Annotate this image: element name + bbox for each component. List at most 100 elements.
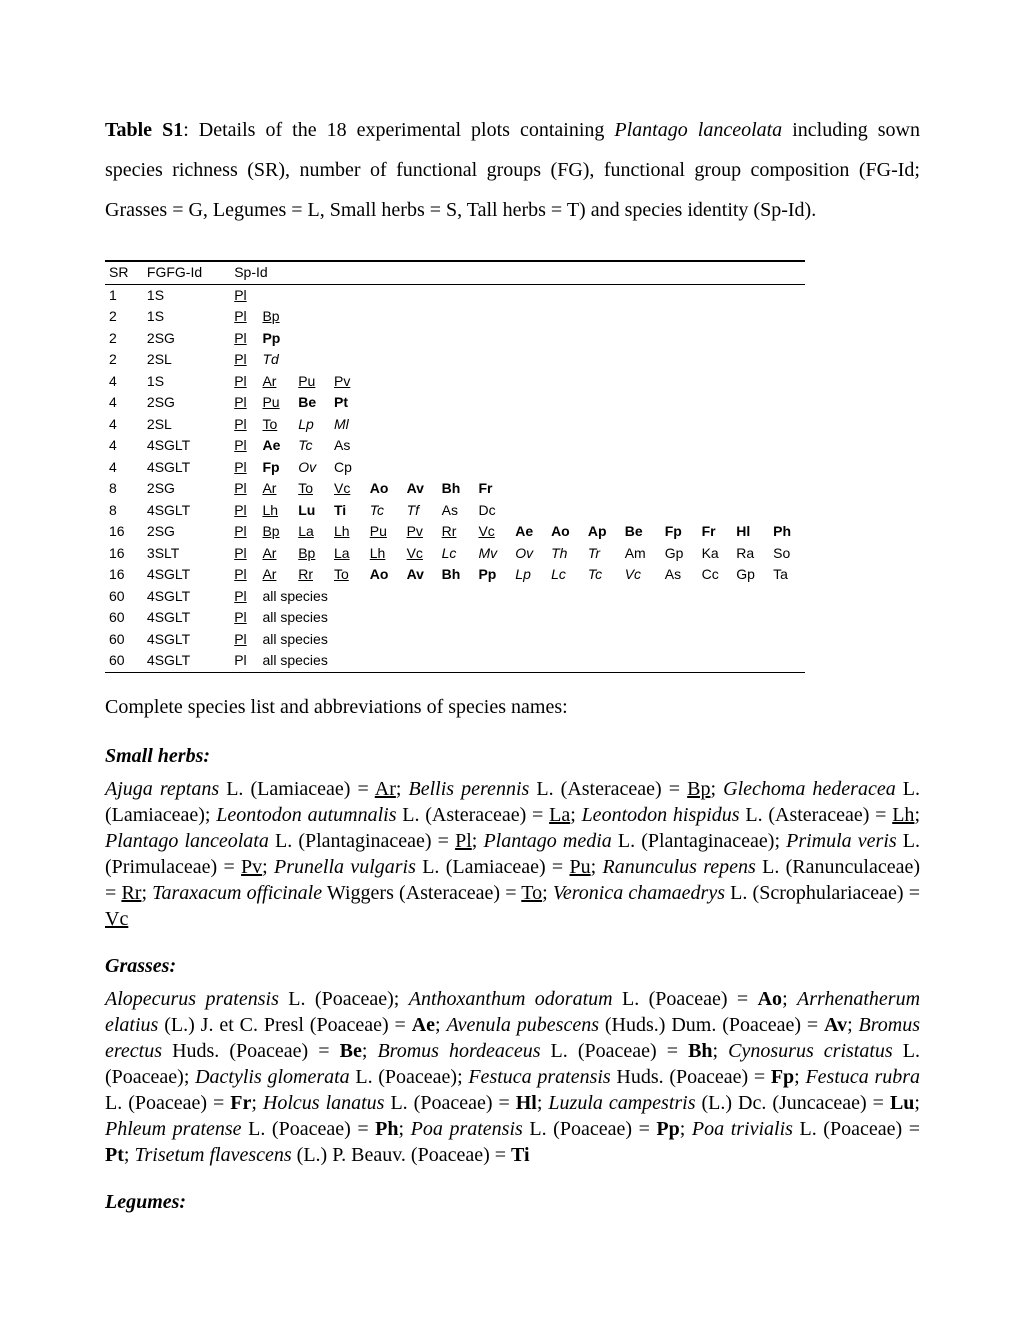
cell-sp: Lh bbox=[366, 543, 403, 565]
table-row: 604SGLTPlall species bbox=[105, 607, 805, 629]
cell-sp: Bh bbox=[438, 478, 475, 500]
cell-sp: Dc bbox=[474, 500, 511, 522]
cell-sp: So bbox=[769, 543, 805, 565]
cell-sp-text: all species bbox=[258, 586, 805, 608]
cell-sr: 4 bbox=[105, 414, 143, 436]
cell-fgid: 4SGLT bbox=[143, 586, 230, 608]
cell-sr: 16 bbox=[105, 564, 143, 586]
cell-sp: Tc bbox=[366, 500, 403, 522]
cell-sp: Pu bbox=[294, 371, 330, 393]
cell-sp: Pl bbox=[230, 607, 258, 629]
cell-sp: Vc bbox=[621, 564, 661, 586]
plots-table: SR FGFG-Id Sp-Id 11SPl21SPlBp22SGPlPp22S… bbox=[105, 260, 805, 673]
cell-sr: 4 bbox=[105, 435, 143, 457]
cell-sp: As bbox=[661, 564, 698, 586]
cell-sr: 2 bbox=[105, 328, 143, 350]
cell-sp: Pl bbox=[230, 349, 258, 371]
cell-sp: Pp bbox=[474, 564, 511, 586]
cell-sp: Bp bbox=[258, 521, 294, 543]
cell-sp: Am bbox=[621, 543, 661, 565]
cell-sp: Pl bbox=[230, 457, 258, 479]
cell-sr: 4 bbox=[105, 457, 143, 479]
cell-fgid: 2SL bbox=[143, 349, 230, 371]
cell-sp: Bp bbox=[258, 306, 294, 328]
cell-sp: As bbox=[330, 435, 366, 457]
cell-sp: Ar bbox=[258, 371, 294, 393]
cell-sp-text: all species bbox=[258, 607, 805, 629]
cell-sp: Pu bbox=[366, 521, 403, 543]
cell-sp: Gp bbox=[732, 564, 769, 586]
cell-sp: Ph bbox=[769, 521, 805, 543]
table-row: 44SGLTPlFpOvCp bbox=[105, 457, 805, 479]
post-caption: Complete species list and abbreviations … bbox=[105, 693, 920, 722]
th-sr: SR bbox=[105, 261, 143, 284]
cell-sp: Bp bbox=[294, 543, 330, 565]
cell-sp: Fp bbox=[661, 521, 698, 543]
cell-sp: Bh bbox=[438, 564, 475, 586]
cell-sp: Tf bbox=[403, 500, 438, 522]
cell-sp: Ka bbox=[698, 543, 733, 565]
cell-fgid: 4SGLT bbox=[143, 500, 230, 522]
cell-sp: La bbox=[294, 521, 330, 543]
cell-sr: 60 bbox=[105, 629, 143, 651]
cell-sp: Tc bbox=[584, 564, 621, 586]
cell-sp: Ov bbox=[294, 457, 330, 479]
cell-sr: 2 bbox=[105, 306, 143, 328]
cell-sp: Pl bbox=[230, 543, 258, 565]
table-row: 44SGLTPlAeTcAs bbox=[105, 435, 805, 457]
cell-sp: Lc bbox=[438, 543, 475, 565]
cell-sp: Av bbox=[403, 564, 438, 586]
cell-sp: Vc bbox=[474, 521, 511, 543]
cell-sp: To bbox=[258, 414, 294, 436]
cell-sp: Pl bbox=[230, 478, 258, 500]
cell-sp: Be bbox=[294, 392, 330, 414]
cell-fgid: 1S bbox=[143, 306, 230, 328]
cell-fgid: 2SG bbox=[143, 521, 230, 543]
cell-sp: Pl bbox=[230, 414, 258, 436]
cell-sp: Pl bbox=[230, 328, 258, 350]
table-header-row: SR FGFG-Id Sp-Id bbox=[105, 261, 805, 284]
table-row: 162SGPlBpLaLhPuPvRrVcAeAoApBeFpFrHlPh bbox=[105, 521, 805, 543]
cell-fgid: 4SGLT bbox=[143, 435, 230, 457]
cell-sp: Ra bbox=[732, 543, 769, 565]
page: Table S1: Details of the 18 experimental… bbox=[0, 0, 1020, 1282]
cell-sp: Pl bbox=[230, 500, 258, 522]
cell-sp: Pv bbox=[403, 521, 438, 543]
cell-sp: Pl bbox=[230, 586, 258, 608]
cell-sr: 16 bbox=[105, 543, 143, 565]
cell-sp: Pl bbox=[230, 521, 258, 543]
table-row: 22SGPlPp bbox=[105, 328, 805, 350]
caption-species: Plantago lanceolata bbox=[614, 119, 782, 141]
cell-sp-text: all species bbox=[258, 650, 805, 672]
cell-sp: Pv bbox=[330, 371, 366, 393]
cell-sp: Cc bbox=[698, 564, 733, 586]
cell-sp: Ml bbox=[330, 414, 366, 436]
grasses-body: Alopecurus pratensis L. (Poaceae); Antho… bbox=[105, 986, 920, 1168]
cell-fgid: 1S bbox=[143, 371, 230, 393]
cell-sp: Pl bbox=[230, 284, 258, 306]
cell-sp: Av bbox=[403, 478, 438, 500]
cell-fgid: 4SGLT bbox=[143, 650, 230, 672]
cell-sr: 16 bbox=[105, 521, 143, 543]
cell-sp: Gp bbox=[661, 543, 698, 565]
cell-sp: Lu bbox=[294, 500, 330, 522]
caption-text-1: : Details of the 18 experimental plots c… bbox=[183, 119, 614, 141]
cell-sp: Pu bbox=[258, 392, 294, 414]
cell-sp: Pt bbox=[330, 392, 366, 414]
cell-sp: Ae bbox=[511, 521, 547, 543]
th-spid: Sp-Id bbox=[230, 261, 805, 284]
cell-sp: Ar bbox=[258, 478, 294, 500]
cell-sp: Pl bbox=[230, 392, 258, 414]
cell-sp: As bbox=[438, 500, 475, 522]
table-wrapper: SR FGFG-Id Sp-Id 11SPl21SPlBp22SGPlPp22S… bbox=[105, 260, 805, 673]
cell-fgid: 2SG bbox=[143, 478, 230, 500]
cell-sp: Pl bbox=[230, 564, 258, 586]
table-row: 21SPlBp bbox=[105, 306, 805, 328]
cell-fgid: 2SG bbox=[143, 328, 230, 350]
cell-fgid: 4SGLT bbox=[143, 629, 230, 651]
cell-sp: Be bbox=[621, 521, 661, 543]
cell-sr: 4 bbox=[105, 371, 143, 393]
cell-sp: Tc bbox=[294, 435, 330, 457]
cell-sp: Lc bbox=[547, 564, 584, 586]
cell-fgid: 4SGLT bbox=[143, 607, 230, 629]
